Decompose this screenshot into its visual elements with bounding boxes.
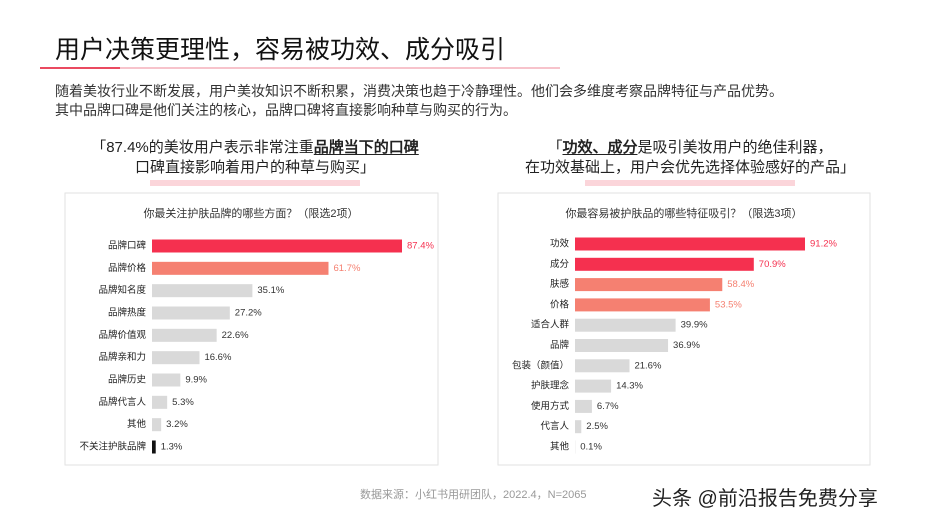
value-label: 14.3% — [616, 381, 643, 392]
category-label: 品牌 — [550, 339, 570, 351]
value-label: 5.3% — [172, 397, 194, 408]
value-label: 61.7% — [333, 263, 360, 274]
category-label: 品牌价格 — [108, 262, 147, 274]
value-label: 91.2% — [810, 239, 837, 250]
value-label: 6.7% — [597, 401, 619, 412]
value-label: 58.4% — [727, 279, 754, 290]
category-label: 成分 — [550, 258, 570, 270]
value-label: 16.6% — [204, 352, 231, 363]
callout-highlight — [585, 180, 795, 186]
callout-text: 「 — [547, 139, 563, 156]
value-label: 1.3% — [161, 442, 183, 453]
chart-panel — [497, 192, 871, 466]
category-label: 其他 — [127, 418, 147, 430]
bar — [152, 306, 230, 320]
category-label: 肤感 — [550, 278, 570, 290]
callout-text: 口碑直接影响着用户的种草与购买」 — [134, 159, 375, 176]
callout: 「功效、成分是吸引美妆用户的绝佳利器， 在功效基础上，用户会优先选择体验感好的产… — [470, 138, 910, 178]
category-label: 其他 — [550, 441, 570, 453]
page-title: 用户决策更理性，容易被功效、成分吸引 — [55, 36, 506, 64]
category-label: 品牌热度 — [108, 307, 147, 319]
category-label: 护肤理念 — [531, 380, 570, 392]
category-label: 品牌代言人 — [98, 396, 146, 408]
bar — [575, 399, 592, 413]
value-label: 35.1% — [257, 285, 284, 296]
bar — [152, 239, 402, 253]
bar — [152, 373, 181, 387]
value-label: 87.4% — [407, 241, 434, 252]
category-label: 品牌历史 — [108, 374, 147, 386]
category-label: 适合人群 — [531, 319, 570, 331]
category-label: 功效 — [550, 238, 570, 250]
chart-panel — [64, 192, 439, 466]
callout: 「87.4%的美妆用户表示非常注重品牌当下的口碑 口碑直接影响着用户的种草与购买… — [35, 138, 475, 178]
bar — [575, 379, 612, 393]
value-label: 39.9% — [681, 320, 708, 331]
callout-emphasis: 品牌当下的口碑 — [313, 139, 419, 156]
source-note: 数据来源：小红书用研团队，2022.4，N=2065 — [360, 489, 587, 501]
chart-title: 你最容易被护肤品的哪些特征吸引？（限选3项） — [565, 206, 802, 220]
value-label: 22.6% — [222, 330, 249, 341]
bar — [152, 261, 329, 275]
bar — [152, 418, 162, 432]
category-label: 品牌知名度 — [98, 284, 146, 296]
value-label: 53.5% — [715, 299, 742, 310]
bar — [152, 395, 168, 409]
watermark: 头条 @前沿报告免费分享 — [652, 488, 878, 510]
category-label: 品牌价值观 — [98, 329, 146, 341]
callout-highlight — [150, 180, 360, 186]
bar — [152, 328, 217, 342]
bar — [575, 359, 630, 373]
bar — [152, 284, 253, 298]
bar — [575, 237, 805, 251]
chart-title: 你最关注护肤品牌的哪些方面？（限选2项） — [143, 206, 358, 220]
value-label: 9.9% — [185, 375, 207, 386]
intro-text: 其中品牌口碑是他们关注的核心，品牌口碑将直接影响种草与购买的行为。 — [55, 102, 517, 118]
category-label: 包装（颜值） — [512, 359, 569, 371]
value-label: 27.2% — [235, 308, 262, 319]
value-label: 3.2% — [166, 419, 188, 430]
callout-emphasis: 功效、成分 — [562, 139, 638, 156]
bar — [575, 420, 582, 434]
category-label: 不关注护肤品牌 — [79, 441, 146, 453]
bar — [575, 278, 723, 292]
category-label: 价格 — [550, 298, 570, 310]
value-label: 36.9% — [673, 340, 700, 351]
value-label: 70.9% — [759, 259, 786, 270]
callout-text: 「87.4%的美妆用户表示非常注重 — [91, 139, 314, 156]
category-label: 品牌亲和力 — [98, 351, 146, 363]
value-label: 2.5% — [586, 421, 608, 432]
category-label: 使用方式 — [531, 400, 570, 412]
callout-text: 是吸引美妆用户的绝佳利器， — [637, 139, 833, 156]
bar — [575, 298, 710, 312]
bar — [575, 318, 676, 332]
intro-text: 随着美妆行业不断发展，用户美妆知识不断积累，消费决策也趋于冷静理性。他们会多维度… — [55, 83, 783, 99]
category-label: 品牌口碑 — [108, 240, 147, 252]
bar — [575, 339, 669, 352]
bar — [152, 351, 200, 365]
callout-text: 在功效基础上，用户会优先选择体验感好的产品」 — [524, 159, 855, 176]
category-label: 代言人 — [540, 420, 569, 432]
value-label: 21.6% — [634, 360, 661, 371]
bar — [152, 440, 156, 454]
value-label: 0.1% — [580, 442, 602, 453]
bar — [575, 257, 754, 271]
